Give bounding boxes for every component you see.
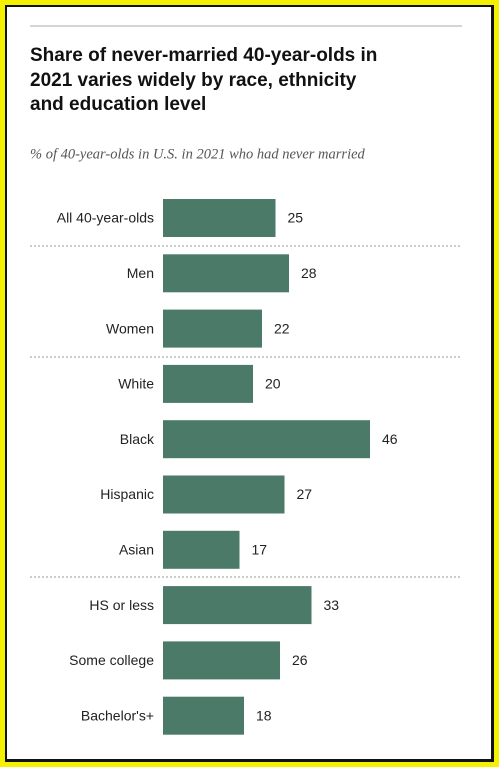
value-label: 20 — [265, 376, 281, 392]
category-label: Women — [106, 320, 154, 336]
bar — [163, 475, 285, 514]
bar — [163, 530, 240, 569]
category-label: HS or less — [89, 597, 154, 613]
value-label: 46 — [382, 431, 398, 447]
chart-title: Share of never-married 40-year-olds in — [30, 45, 377, 66]
category-label: Men — [127, 265, 154, 281]
category-label: White — [118, 376, 154, 392]
value-label: 22 — [274, 320, 290, 336]
bar — [163, 254, 289, 293]
category-label: Hispanic — [100, 486, 154, 502]
category-label: All 40-year-olds — [57, 210, 154, 226]
bar — [163, 420, 370, 459]
value-label: 28 — [301, 265, 317, 281]
chart-title: and education level — [30, 94, 206, 115]
value-label: 25 — [288, 210, 304, 226]
value-label: 33 — [324, 597, 340, 613]
bar — [163, 309, 262, 348]
category-label: Black — [120, 431, 155, 447]
category-label: Asian — [119, 542, 154, 558]
bar — [163, 641, 280, 680]
value-label: 17 — [252, 542, 268, 558]
bar — [163, 696, 244, 735]
panel — [5, 5, 494, 762]
value-label: 26 — [292, 652, 308, 668]
bar — [163, 364, 253, 403]
chart-title: 2021 varies widely by race, ethnicity — [30, 70, 357, 91]
value-label: 18 — [256, 707, 272, 723]
category-label: Some college — [69, 652, 154, 668]
bar — [163, 199, 276, 237]
bar — [163, 586, 312, 625]
category-label: Bachelor's+ — [81, 707, 154, 723]
chart-subtitle: % of 40-year-olds in U.S. in 2021 who ha… — [30, 146, 366, 162]
value-label: 27 — [297, 486, 313, 502]
